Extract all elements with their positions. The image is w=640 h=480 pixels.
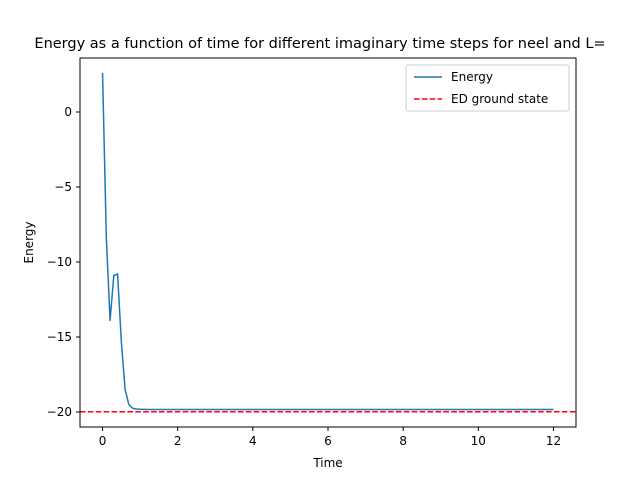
x-axis-label: Time bbox=[312, 456, 342, 470]
x-tick-label: 6 bbox=[324, 434, 332, 448]
plot-frame bbox=[79, 57, 577, 428]
y-axis-label: Energy bbox=[22, 221, 36, 263]
x-tick-label: 4 bbox=[249, 434, 257, 448]
legend-box bbox=[405, 64, 570, 112]
x-tick-label: 10 bbox=[471, 434, 486, 448]
y-tick-label: −10 bbox=[47, 255, 72, 269]
y-tick-label: 0 bbox=[64, 105, 72, 119]
legend-label: Energy bbox=[451, 70, 493, 84]
legend-label: ED ground state bbox=[451, 92, 548, 106]
legend: Energy ED ground state bbox=[405, 64, 570, 112]
x-tick-label: 8 bbox=[399, 434, 407, 448]
y-tick-label: −20 bbox=[47, 405, 72, 419]
y-tick-label: −15 bbox=[47, 330, 72, 344]
series-energy-line bbox=[101, 72, 554, 411]
x-tick-label: 12 bbox=[546, 434, 561, 448]
x-tick-label: 2 bbox=[174, 434, 182, 448]
x-tick-label: 0 bbox=[99, 434, 107, 448]
chart-title: Energy as a function of time for differe… bbox=[34, 36, 605, 52]
y-tick-label: −5 bbox=[54, 180, 72, 194]
